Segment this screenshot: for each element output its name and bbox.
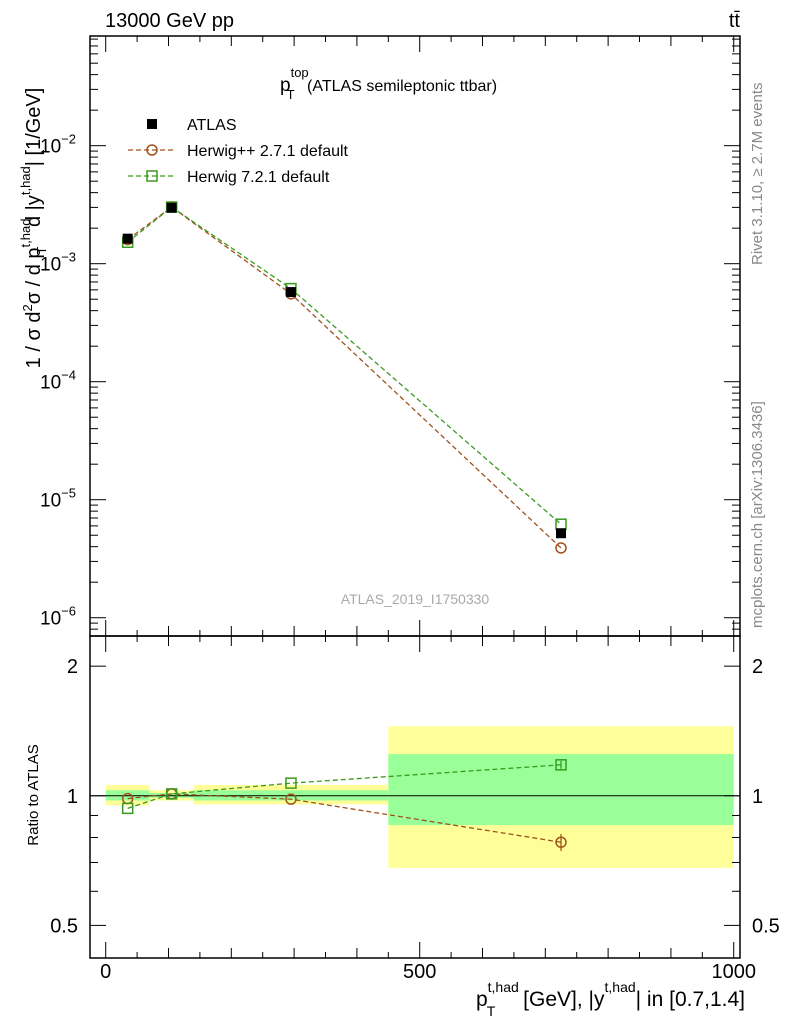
x-tick-label: 1000	[711, 961, 756, 983]
x-tick-labels: 0 500 1000	[100, 961, 756, 983]
legend-marker-atlas	[147, 119, 157, 129]
main-series-group	[121, 201, 567, 554]
main-point-atlas	[166, 202, 177, 213]
main-point-atlas	[556, 528, 567, 539]
ratio-uncertainty-bands	[105, 726, 734, 868]
main-y-tick-label: 10−6	[40, 604, 76, 630]
analysis-label: ATLAS_2019_I1750330	[341, 591, 490, 607]
ratio-y-tick-label-right: 2	[752, 656, 763, 678]
main-y-tick-label: 10−2	[40, 132, 76, 158]
ratio-y-tick-labels: 0.5 0.5 1 1 2 2	[50, 656, 780, 937]
ratio-series-group	[121, 759, 567, 851]
main-point-atlas	[122, 233, 133, 244]
ratio-y-tick-label-left: 0.5	[50, 915, 78, 937]
main-y-tick-label: 10−3	[40, 250, 76, 276]
ratio-panel-frame	[89, 635, 741, 959]
ratio-point-herwig-7-2-1-default	[165, 788, 178, 800]
main-y-tick-label: 10−5	[40, 486, 76, 512]
ratio-point-herwig-7-2-1-default	[121, 802, 134, 815]
legend-label-herwig-2-7-1-default: Herwig++ 2.7.1 default	[187, 143, 349, 160]
x-ticks	[105, 36, 735, 958]
x-tick-label: 0	[100, 961, 111, 983]
plot-title-sup: top	[291, 65, 309, 80]
ratio-y-tick-label-right: 0.5	[752, 915, 780, 937]
x-axis-title: pt,had T [GeV], |yt,had| in [0.7,1.4]	[476, 979, 745, 1019]
ratio-y-axis-title: Ratio to ATLAS	[25, 744, 42, 845]
ratio-line-herwig-2-7-1-default	[127, 793, 562, 843]
plot-title-suffix: (ATLAS semileptonic ttbar)	[303, 78, 497, 95]
plot-title-sub: T	[287, 87, 295, 102]
main-point-atlas	[285, 287, 296, 298]
ratio-point-herwig-2-7-1-default	[285, 793, 297, 805]
main-line-herwig-7-2-1-default	[127, 206, 562, 525]
process-label: tt̄	[729, 10, 741, 32]
rivet-label: Rivet 3.1.10, ≥ 2.7M events	[749, 83, 766, 266]
ratio-line-herwig-7-2-1-default	[127, 764, 562, 809]
plot-title: ptop T (ATLAS semileptonic ttbar)	[280, 65, 497, 102]
main-y-axis-title: 1 / σ d2σ / d pt,hadT d |yt,had| [1/GeV]	[18, 88, 49, 369]
ratio-point-herwig-2-7-1-default	[555, 836, 567, 848]
legend-marker-herwig-2-7-1-default	[146, 144, 158, 156]
plot-title-symbol: p	[280, 75, 291, 96]
ratio-y-tick-label-left: 1	[67, 786, 78, 808]
energy-label: 13000 GeV pp	[105, 10, 234, 32]
main-y-ticks	[90, 38, 740, 637]
ratio-point-herwig-7-2-1-default	[555, 759, 567, 771]
main-y-tick-labels: 10−6 10−5 10−4 10−3 10−2	[40, 132, 76, 630]
legend-label-atlas: ATLAS	[187, 117, 237, 134]
ratio-y-tick-label-right: 1	[752, 786, 763, 808]
ratio-y-tick-label-left: 2	[67, 656, 78, 678]
legend-label-herwig-7-2-1-default: Herwig 7.2.1 default	[187, 169, 330, 186]
legend-marker-herwig-7-2-1-default	[146, 170, 158, 182]
main-y-tick-label: 10−4	[40, 368, 76, 394]
ratio-point-herwig-7-2-1-default	[285, 777, 297, 789]
legend: ATLAS Herwig++ 2.7.1 default Herwig 7.2.1 …	[128, 117, 349, 186]
x-tick-label: 500	[403, 961, 436, 983]
mcplots-label: mcplots.cern.ch [arXiv:1306.3436]	[749, 401, 766, 628]
main-line-herwig-2-7-1-default	[127, 206, 562, 549]
main-point-herwig-2-7-1-default	[555, 542, 567, 554]
